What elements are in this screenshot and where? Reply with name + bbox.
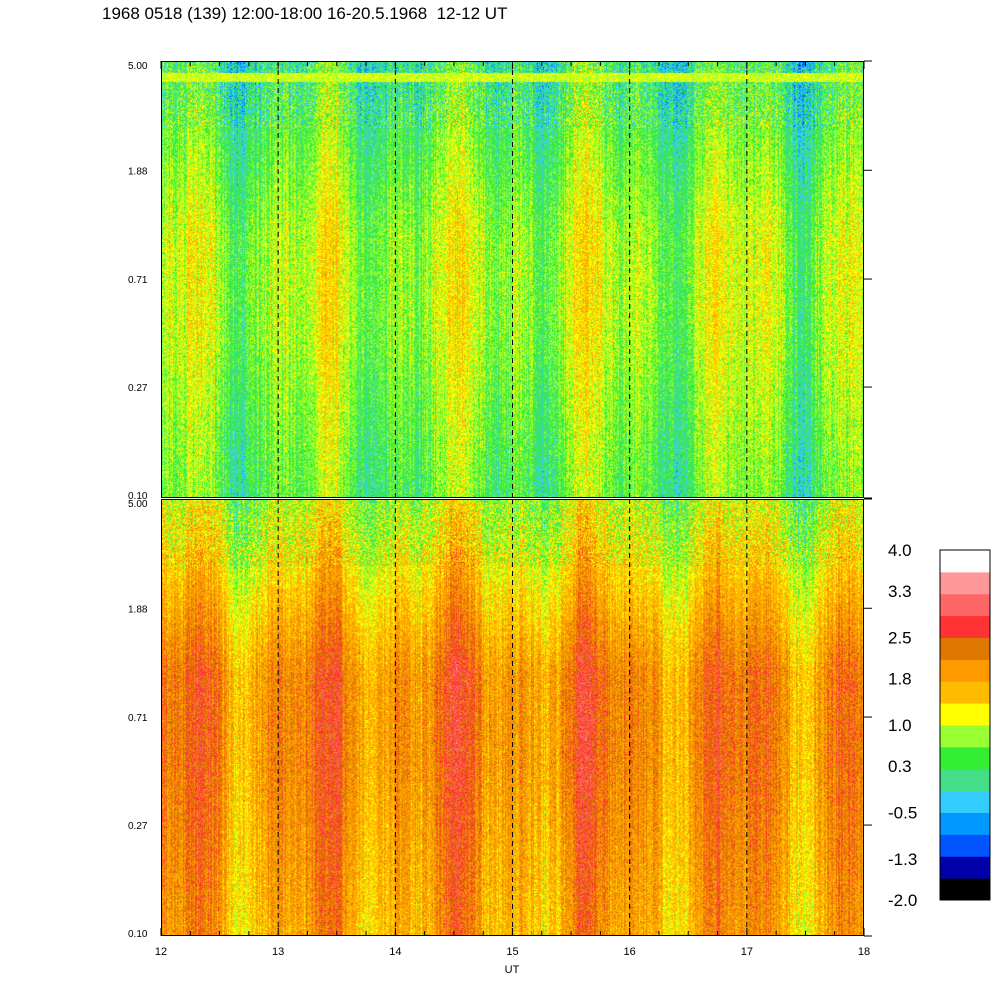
colorbar-label: 1.0: [888, 716, 912, 735]
colorbar-swatch: [940, 637, 990, 660]
colorbar-swatch: [940, 834, 990, 857]
colorbar-swatch: [940, 550, 990, 573]
colorbar-frame: [939, 549, 991, 901]
x-tick-label: 15: [506, 946, 518, 958]
colorbar-swatch: [940, 746, 990, 770]
top-y-axis: 5.00 1.88 0.71 0.27 0.10: [128, 60, 872, 502]
colorbar-swatch: [940, 571, 990, 595]
x-axis: 12 13 14 15 16 17 18: [155, 61, 870, 958]
top-vertical-gridlines: [277, 61, 748, 498]
y-tick-label: 1.88: [128, 166, 148, 177]
x-tick-label: 18: [858, 946, 870, 958]
colorbar-label: 4.0: [888, 541, 912, 560]
colorbar: 4.0 3.3 2.5 1.8 1.0 0.3 -0.5 -1.3 -2.0: [888, 541, 991, 910]
colorbar-swatch: [940, 790, 990, 813]
page-title: 1968 0518 (139) 12:00-18:00 16-20.5.1968…: [102, 4, 508, 23]
x-tick-label: 13: [272, 946, 284, 958]
x-tick-label: 16: [624, 946, 636, 958]
colorbar-swatch: [940, 856, 990, 879]
colorbar-label: -2.0: [888, 891, 917, 910]
colorbar-swatch: [940, 878, 990, 901]
colorbar-swatch: [940, 768, 990, 792]
y-tick-label: 5.00: [128, 499, 148, 510]
x-tick-label: 17: [741, 946, 753, 958]
colorbar-label: -1.3: [888, 850, 917, 869]
x-axis-title: UT: [505, 964, 520, 976]
bottom-y-axis: 5.00 1.88 0.71 0.27 0.10: [128, 498, 872, 940]
x-tick-label: 12: [155, 946, 167, 958]
y-tick-label: 0.10: [128, 929, 148, 940]
colorbar-label: 2.5: [888, 629, 912, 648]
y-tick-label: 0.71: [128, 275, 148, 286]
colorbar-swatch: [940, 725, 990, 748]
y-tick-label: 0.27: [128, 383, 148, 394]
colorbar-label: -0.5: [888, 804, 917, 823]
colorbar-label: 3.3: [888, 582, 912, 601]
colorbar-swatch: [940, 593, 990, 617]
colorbar-swatch: [940, 615, 990, 638]
y-tick-label: 0.10: [128, 491, 148, 502]
colorbar-swatch: [940, 681, 990, 704]
colorbar-label: 0.3: [888, 757, 912, 776]
y-tick-label: 1.88: [128, 604, 148, 615]
colorbar-swatch: [940, 812, 990, 835]
x-tick-label: 14: [389, 946, 401, 958]
colorbar-label: 1.8: [888, 669, 912, 688]
y-tick-label: 5.00: [128, 61, 148, 72]
colorbar-swatch: [940, 659, 990, 682]
colorbar-swatch: [940, 703, 990, 726]
y-tick-label: 0.27: [128, 821, 148, 832]
y-tick-label: 0.71: [128, 713, 148, 724]
bottom-vertical-gridlines: [277, 499, 748, 936]
